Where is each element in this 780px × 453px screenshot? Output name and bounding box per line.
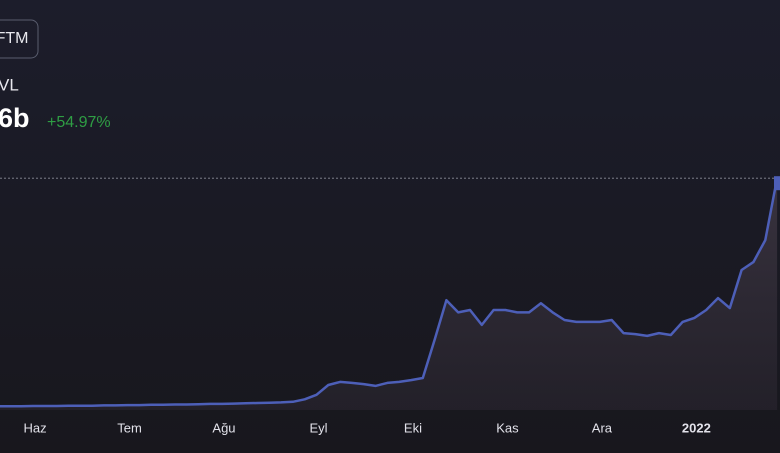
x-tick-label: Eyl — [309, 420, 327, 435]
x-tick-label: Haz — [23, 420, 46, 435]
x-tick-label: Ara — [592, 420, 613, 435]
token-button[interactable] — [0, 19, 39, 59]
line — [0, 177, 779, 408]
x-tick-label: Eki — [404, 420, 422, 435]
area — [0, 178, 778, 410]
x-tick-label: Kas — [496, 420, 519, 435]
token-button-label[interactable]: FTM — [0, 30, 28, 47]
x-tick-label: 2022 — [682, 420, 711, 435]
x-tick-label: Tem — [117, 420, 142, 435]
x-tick-label: Ağu — [212, 420, 235, 435]
headline-value: 6b — [0, 103, 30, 133]
metric-label: VL — [0, 75, 19, 94]
change: +54.97% — [47, 114, 111, 131]
current-value-marker — [774, 176, 780, 191]
